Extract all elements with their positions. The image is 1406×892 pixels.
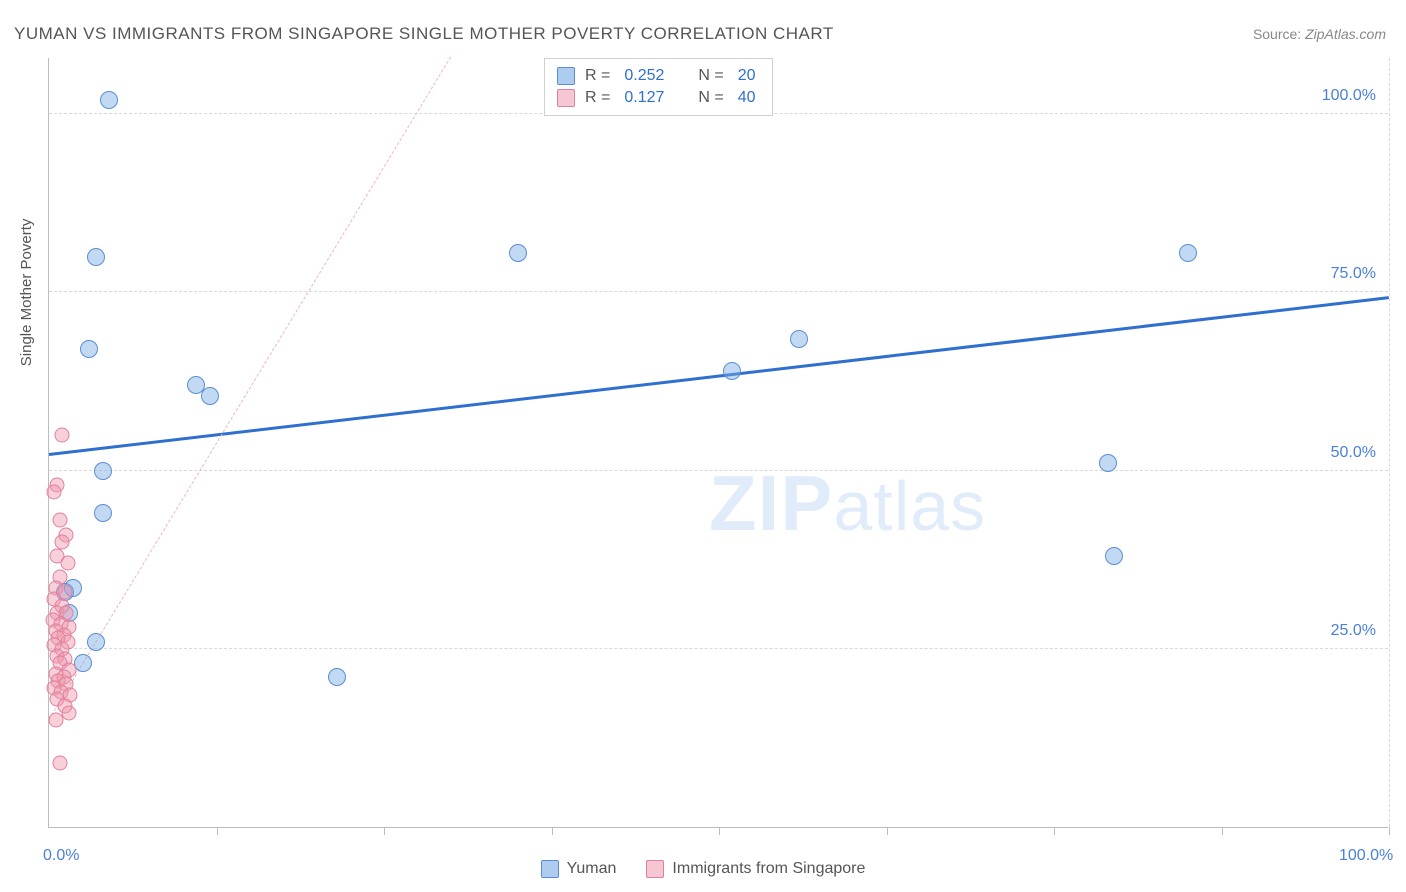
r-label: R =: [585, 67, 610, 85]
swatch-pink-icon: [646, 860, 664, 878]
legend-row-yuman: R = 0.252 N = 20: [557, 65, 760, 87]
gridline-horizontal: [49, 291, 1388, 292]
legend-item-yuman: Yuman: [541, 860, 617, 878]
correlation-legend: R = 0.252 N = 20 R = 0.127 N = 40: [544, 58, 773, 116]
r-label: R =: [585, 89, 610, 107]
data-point: [47, 484, 62, 499]
x-tick: [1389, 827, 1390, 835]
r-value-yuman: 0.252: [620, 67, 668, 85]
data-point: [94, 462, 112, 480]
data-point: [62, 705, 77, 720]
data-point: [1105, 547, 1123, 565]
x-tick: [1054, 827, 1055, 835]
gridline-horizontal: [49, 648, 1388, 649]
x-tick: [1222, 827, 1223, 835]
data-point: [87, 633, 105, 651]
y-tick-label: 50.0%: [1331, 444, 1376, 462]
data-point: [1179, 244, 1197, 262]
legend-label-singapore: Immigrants from Singapore: [672, 860, 865, 878]
data-point: [723, 362, 741, 380]
gridline-horizontal: [49, 470, 1388, 471]
source-attribution: Source: ZipAtlas.com: [1253, 26, 1386, 42]
data-point: [328, 668, 346, 686]
data-point: [55, 534, 70, 549]
chart-title: YUMAN VS IMMIGRANTS FROM SINGAPORE SINGL…: [14, 24, 834, 44]
data-point: [60, 556, 75, 571]
x-tick: [384, 827, 385, 835]
x-tick: [552, 827, 553, 835]
data-point: [94, 504, 112, 522]
watermark-light: atlas: [833, 467, 986, 545]
data-point: [52, 513, 67, 528]
data-point: [790, 330, 808, 348]
source-label: Source:: [1253, 26, 1301, 42]
swatch-pink-icon: [557, 89, 575, 107]
data-point: [48, 713, 63, 728]
y-tick-label: 100.0%: [1322, 87, 1376, 105]
n-label: N =: [698, 67, 723, 85]
y-tick-label: 25.0%: [1331, 622, 1376, 640]
data-point: [201, 387, 219, 405]
source-value: ZipAtlas.com: [1305, 26, 1386, 42]
x-tick: [719, 827, 720, 835]
r-value-singapore: 0.127: [620, 89, 668, 107]
trendline-yuman: [49, 296, 1389, 456]
legend-item-singapore: Immigrants from Singapore: [646, 860, 865, 878]
x-tick: [887, 827, 888, 835]
data-point: [100, 91, 118, 109]
n-value-singapore: 40: [734, 89, 760, 107]
y-tick-label: 75.0%: [1331, 265, 1376, 283]
gridline-vertical: [1389, 58, 1390, 827]
data-point: [509, 244, 527, 262]
swatch-blue-icon: [541, 860, 559, 878]
data-point: [52, 755, 67, 770]
legend-label-yuman: Yuman: [567, 860, 617, 878]
swatch-blue-icon: [557, 67, 575, 85]
n-label: N =: [698, 89, 723, 107]
data-point: [1099, 454, 1117, 472]
watermark: ZIPatlas: [709, 458, 986, 549]
trendline-singapore: [49, 56, 452, 720]
y-axis-label: Single Mother Poverty: [18, 219, 35, 367]
data-point: [55, 427, 70, 442]
watermark-bold: ZIP: [709, 459, 833, 547]
scatter-plot-area: ZIPatlas 25.0%50.0%75.0%100.0%0.0%100.0%: [48, 58, 1388, 828]
x-tick: [217, 827, 218, 835]
data-point: [87, 248, 105, 266]
legend-row-singapore: R = 0.127 N = 40: [557, 87, 760, 109]
series-legend: Yuman Immigrants from Singapore: [0, 860, 1406, 878]
n-value-yuman: 20: [734, 67, 760, 85]
data-point: [80, 340, 98, 358]
